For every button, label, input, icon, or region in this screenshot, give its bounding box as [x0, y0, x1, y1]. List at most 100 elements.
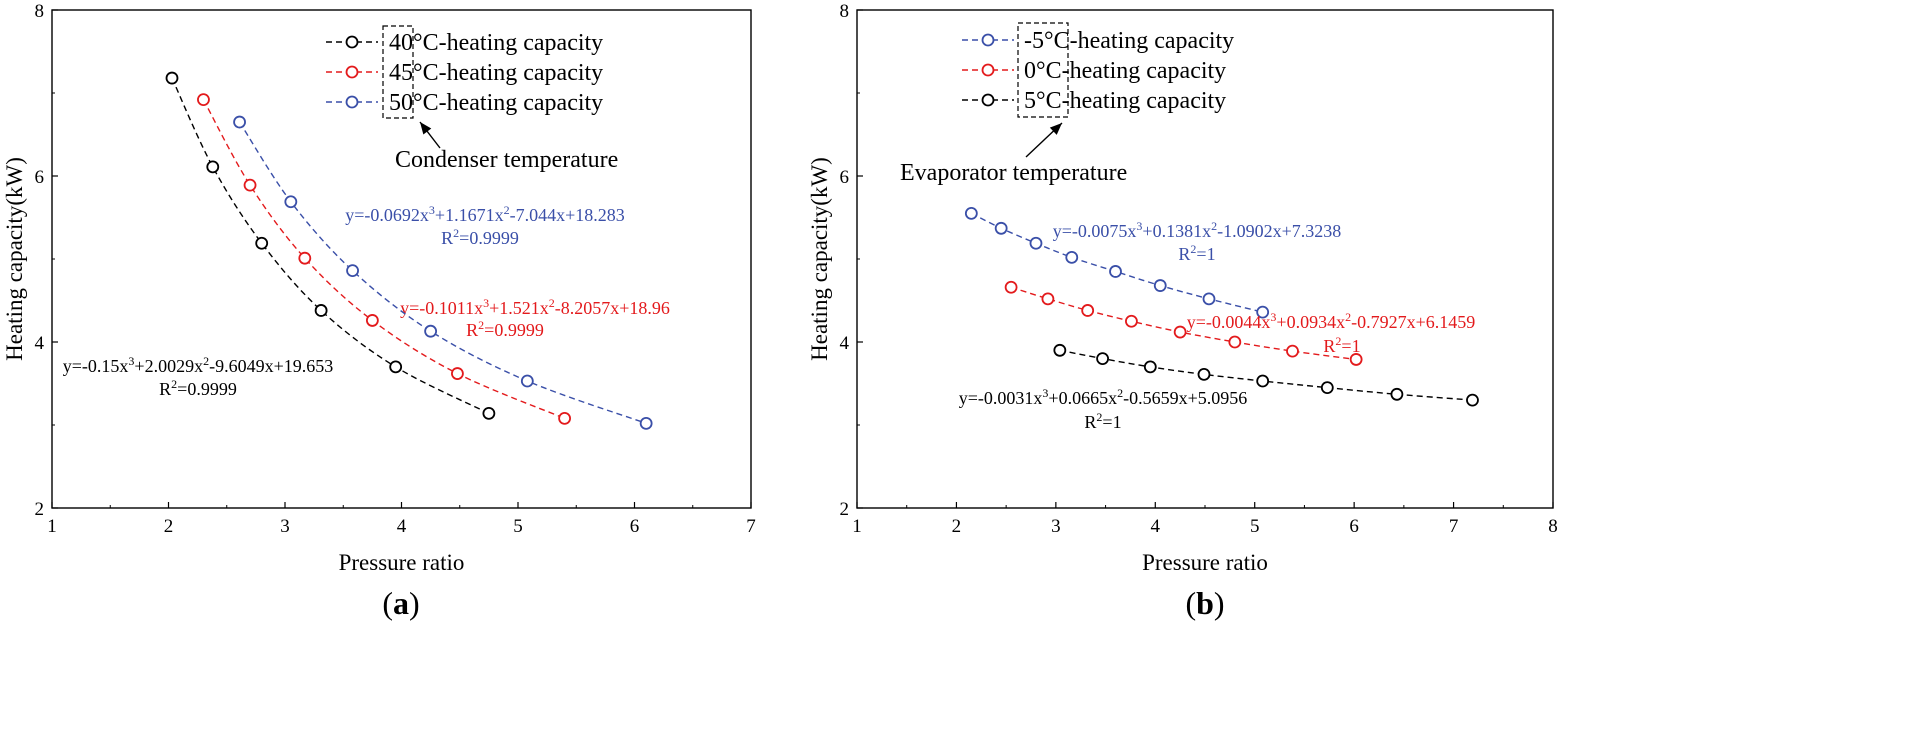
data-point — [639, 416, 653, 430]
fit-equation: y=-0.1011x3+1.521x2-8.2057x+18.96 — [400, 296, 670, 318]
data-point — [1041, 292, 1055, 306]
data-point — [243, 178, 257, 192]
legend-marker — [981, 33, 995, 47]
annotation-arrow-head — [1049, 123, 1062, 135]
legend-label: 40°C-heating capacity — [389, 30, 603, 56]
x-tick-label: 1 — [47, 516, 57, 537]
legend-label: 5°C-heating capacity — [1024, 88, 1226, 114]
fit-equation: y=-0.15x3+2.0029x2-9.6049x+19.653 — [63, 354, 333, 376]
y-tick-label: 8 — [35, 1, 45, 22]
data-point — [482, 406, 496, 420]
legend-label: -5°C-heating capacity — [1024, 28, 1234, 54]
data-point — [1320, 381, 1334, 395]
series-1: y=-0.15x3+2.0029x2-9.6049x+19.653R2=0.99… — [63, 30, 603, 420]
series-3: y=-0.0692x3+1.1671x2-7.044x+18.283R2=0.9… — [233, 90, 653, 430]
series-2: y=-0.0044x3+0.0934x2-0.7927x+6.1459R2=10… — [962, 58, 1475, 366]
data-point — [1256, 305, 1270, 319]
panel-label: (b) — [1185, 585, 1224, 621]
x-tick-label: 4 — [1151, 516, 1161, 537]
data-point — [346, 264, 359, 278]
annotation-arrow-head — [420, 122, 432, 135]
data-point — [1143, 360, 1157, 374]
y-axis-title: Heating capacity(kW) — [2, 157, 27, 361]
y-tick-label: 6 — [35, 167, 45, 188]
fit-r-squared: R2=0.9999 — [159, 377, 237, 399]
fit-r-squared: R2=0.9999 — [466, 318, 544, 340]
y-tick-label: 2 — [35, 499, 45, 520]
y-tick-label: 8 — [840, 1, 850, 22]
series-fit-line — [171, 77, 490, 415]
legend-label: 45°C-heating capacity — [389, 60, 603, 86]
series-fit-line — [202, 99, 565, 420]
fit-r-squared: R2=1 — [1084, 410, 1121, 432]
data-point — [1053, 343, 1067, 357]
data-point — [314, 304, 328, 317]
data-point — [255, 236, 269, 250]
fit-equation: y=-0.0031x3+0.0665x2-0.5659x+5.0956 — [959, 386, 1247, 408]
data-point — [1349, 353, 1363, 366]
data-point — [298, 251, 312, 265]
legend-marker — [345, 65, 359, 79]
x-tick-label: 3 — [280, 516, 290, 537]
data-point — [1153, 279, 1167, 292]
fit-equation: y=-0.0044x3+0.0934x2-0.7927x+6.1459 — [1187, 310, 1475, 332]
data-point — [1390, 387, 1404, 401]
legend-marker — [345, 95, 359, 109]
data-point — [1081, 304, 1095, 317]
data-point — [1256, 374, 1270, 388]
data-point — [994, 221, 1008, 235]
legend-group-annotation: Evaporator temperature — [900, 160, 1127, 186]
x-tick-label: 3 — [1051, 516, 1061, 537]
data-point — [284, 195, 298, 209]
data-point — [233, 115, 246, 129]
data-point — [365, 314, 379, 327]
data-point — [1228, 335, 1242, 349]
data-point — [1173, 325, 1187, 339]
x-tick-label: 2 — [952, 516, 962, 537]
y-tick-label: 6 — [840, 167, 850, 188]
x-tick-label: 2 — [164, 516, 174, 537]
y-tick-label: 4 — [35, 333, 45, 354]
fit-r-squared: R2=1 — [1178, 242, 1215, 264]
data-point — [1286, 344, 1299, 358]
x-tick-label: 1 — [852, 516, 862, 537]
data-point — [964, 206, 978, 220]
data-point — [520, 374, 534, 388]
data-point — [1202, 292, 1216, 306]
legend-label: 50°C-heating capacity — [389, 90, 603, 116]
legend-marker — [981, 93, 995, 107]
series-fit-line — [1059, 349, 1473, 401]
legend-group-annotation: Condenser temperature — [395, 147, 618, 173]
y-axis-title: Heating capacity(kW) — [807, 157, 832, 361]
x-tick-label: 7 — [746, 516, 756, 537]
legend-temperature-box — [1017, 22, 1069, 118]
series-fit-line — [238, 121, 647, 424]
series-2: y=-0.1011x3+1.521x2-8.2057x+18.96R2=0.99… — [197, 60, 670, 425]
data-point — [1109, 265, 1122, 278]
fit-r-squared: R2=0.9999 — [441, 226, 519, 248]
fit-equation: y=-0.0692x3+1.1671x2-7.044x+18.283 — [345, 203, 624, 225]
data-point — [197, 93, 210, 107]
data-point — [451, 367, 464, 380]
x-tick-label: 8 — [1548, 516, 1558, 537]
data-point — [165, 71, 179, 85]
data-point — [1029, 236, 1043, 250]
data-point — [1466, 393, 1479, 407]
y-tick-label: 2 — [840, 499, 850, 520]
data-point — [1004, 280, 1018, 294]
x-axis-title: Pressure ratio — [339, 550, 465, 575]
data-point — [424, 324, 438, 338]
y-tick-label: 4 — [840, 333, 850, 354]
data-point — [206, 160, 220, 174]
data-point — [1096, 352, 1109, 366]
legend-marker — [345, 35, 359, 49]
x-axis-title: Pressure ratio — [1142, 550, 1268, 575]
x-tick-label: 4 — [397, 516, 407, 537]
data-point — [1125, 314, 1138, 328]
series-3: y=-0.0031x3+0.0665x2-0.5659x+5.0956R2=15… — [959, 88, 1479, 432]
data-point — [389, 360, 403, 374]
